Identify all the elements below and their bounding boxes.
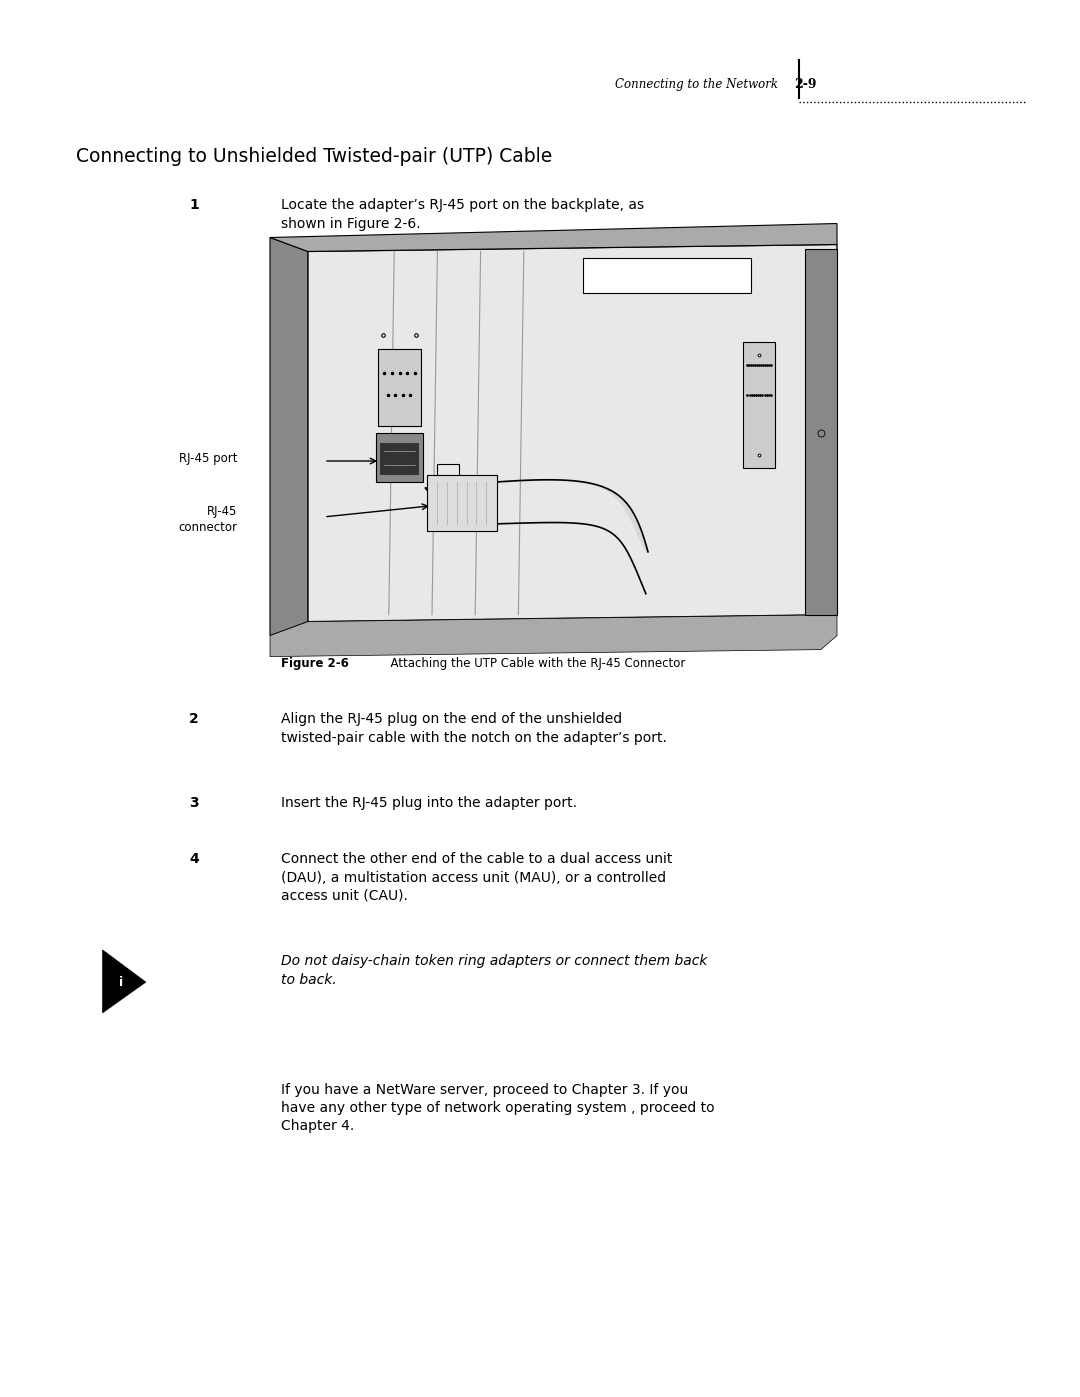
Text: i: i <box>119 975 123 989</box>
Text: 2: 2 <box>189 712 199 726</box>
Polygon shape <box>270 237 308 636</box>
Text: RJ-45
connector: RJ-45 connector <box>178 506 238 534</box>
Text: 2-9: 2-9 <box>794 78 816 91</box>
Text: 1: 1 <box>189 198 199 212</box>
Text: 4: 4 <box>189 852 199 866</box>
Text: Insert the RJ-45 plug into the adapter port.: Insert the RJ-45 plug into the adapter p… <box>281 796 577 810</box>
Text: Connect the other end of the cable to a dual access unit
(DAU), a multistation a: Connect the other end of the cable to a … <box>281 852 672 902</box>
Text: Locate the adapter’s RJ-45 port on the backplate, as
shown in Figure 2-6.: Locate the adapter’s RJ-45 port on the b… <box>281 198 644 231</box>
Bar <box>805 249 837 615</box>
Text: Connecting to Unshielded Twisted-pair (UTP) Cable: Connecting to Unshielded Twisted-pair (U… <box>76 147 552 166</box>
Text: Do not daisy-chain token ring adapters or connect them back
to back.: Do not daisy-chain token ring adapters o… <box>281 954 707 986</box>
Text: Attaching the UTP Cable with the RJ-45 Connector: Attaching the UTP Cable with the RJ-45 C… <box>383 657 686 669</box>
Text: 3: 3 <box>189 796 199 810</box>
Bar <box>376 433 423 482</box>
Polygon shape <box>103 950 146 1013</box>
Polygon shape <box>308 244 837 622</box>
Polygon shape <box>270 615 837 657</box>
Text: If you have a NetWare server, proceed to Chapter 3. If you
have any other type o: If you have a NetWare server, proceed to… <box>281 1083 715 1133</box>
Bar <box>380 443 419 475</box>
Bar <box>378 349 421 426</box>
Polygon shape <box>270 224 837 251</box>
Text: Align the RJ-45 plug on the end of the unshielded
twisted-pair cable with the no: Align the RJ-45 plug on the end of the u… <box>281 712 666 745</box>
Text: Connecting to the Network: Connecting to the Network <box>615 78 778 91</box>
Bar <box>743 342 775 468</box>
Text: RJ-45 port: RJ-45 port <box>179 451 238 465</box>
Bar <box>583 258 751 293</box>
Bar <box>427 475 497 531</box>
Text: Figure 2-6: Figure 2-6 <box>281 657 349 669</box>
